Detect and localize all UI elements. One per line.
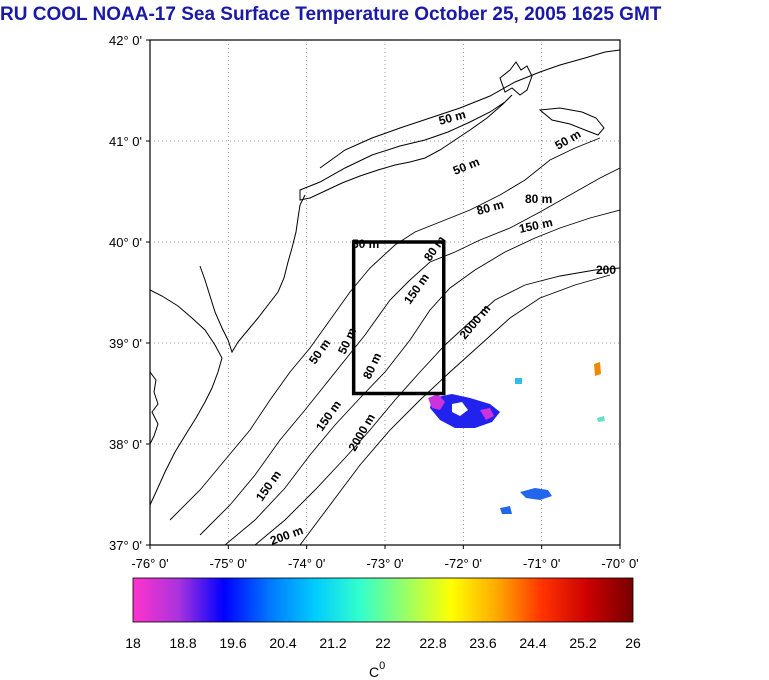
colorbar-tick-label: 18.8 bbox=[169, 635, 196, 651]
contour-50m bbox=[169, 137, 601, 521]
latitude-tick-label: 38° 0' bbox=[109, 437, 142, 452]
colorbar-tick-label: 22.8 bbox=[419, 635, 446, 651]
longitude-tick-label: -73° 0' bbox=[366, 556, 403, 571]
coastline-new-jersey bbox=[199, 194, 306, 354]
colorbar-unit: C0 bbox=[369, 660, 385, 680]
longitude-tick-label: -71° 0' bbox=[523, 556, 560, 571]
colorbar-tick-label: 23.6 bbox=[469, 635, 496, 651]
colorbar-tick-label: 21.2 bbox=[319, 635, 346, 651]
latitude-tick-label: 37° 0' bbox=[109, 538, 142, 553]
colorbar-tick-label: 20.4 bbox=[269, 635, 296, 651]
colorbar-tick-label: 26 bbox=[625, 635, 641, 651]
contour-label: 80 m bbox=[475, 197, 505, 218]
colorbar-tick-label: 18 bbox=[125, 635, 141, 651]
colorbar-tick-label: 25.2 bbox=[569, 635, 596, 651]
latitude-tick-label: 40° 0' bbox=[109, 235, 142, 250]
map-title: RU COOL NOAA-17 Sea Surface Temperature … bbox=[0, 4, 662, 25]
coastline-chesapeake bbox=[150, 371, 159, 445]
colorbar-unit-text: C bbox=[369, 664, 379, 680]
contour-label: 50 m bbox=[437, 107, 467, 128]
longitude-tick-label: -75° 0' bbox=[210, 556, 247, 571]
coastline-connecticut bbox=[319, 49, 620, 169]
longitude-labels: -76° 0' -75° 0' -74° 0' -73° 0' -72° 0' -71° … bbox=[131, 545, 639, 571]
contour-80m bbox=[199, 167, 620, 536]
colorbar-ticks: 18 18.8 19.6 20.4 21.2 22 22.8 23.6 24.4 25.2 26 bbox=[125, 635, 641, 651]
contour-label: 50 m bbox=[352, 237, 379, 251]
graticule bbox=[150, 40, 620, 545]
colorbar bbox=[132, 577, 634, 623]
latitude-tick-label: 41° 0' bbox=[109, 134, 142, 149]
colorbar-tick-label: 19.6 bbox=[219, 635, 246, 651]
latitude-tick-label: 42° 0' bbox=[109, 33, 142, 48]
longitude-tick-label: -72° 0' bbox=[445, 556, 482, 571]
contour-200m bbox=[254, 267, 620, 545]
latitude-tick-label: 39° 0' bbox=[109, 336, 142, 351]
coastline-cape-cod bbox=[499, 61, 605, 136]
colorbar-tick-label: 22 bbox=[375, 635, 391, 651]
coastline-long-island bbox=[299, 94, 513, 201]
study-area-box bbox=[351, 240, 446, 396]
sst-patch-south bbox=[428, 394, 500, 428]
contour-150m bbox=[224, 209, 620, 545]
colorbar-tick-label: 24.4 bbox=[519, 635, 546, 651]
colorbar-unit-sup: 0 bbox=[379, 660, 385, 672]
latitude-labels: 42° 0' 41° 0' 40° 0' 39° 0' 38° 0' 37° 0' bbox=[109, 33, 150, 553]
sst-patch-east bbox=[594, 362, 605, 422]
longitude-tick-label: -74° 0' bbox=[288, 556, 325, 571]
contour-label: 200 bbox=[596, 263, 616, 277]
contour-2000m bbox=[299, 274, 611, 545]
coastline-delaware bbox=[150, 289, 223, 506]
contour-label: 150 m bbox=[518, 215, 554, 236]
sst-patch-southeast bbox=[500, 378, 552, 514]
longitude-tick-label: -76° 0' bbox=[131, 556, 168, 571]
longitude-tick-label: -70° 0' bbox=[601, 556, 638, 571]
contour-label: 80 m bbox=[525, 192, 552, 206]
